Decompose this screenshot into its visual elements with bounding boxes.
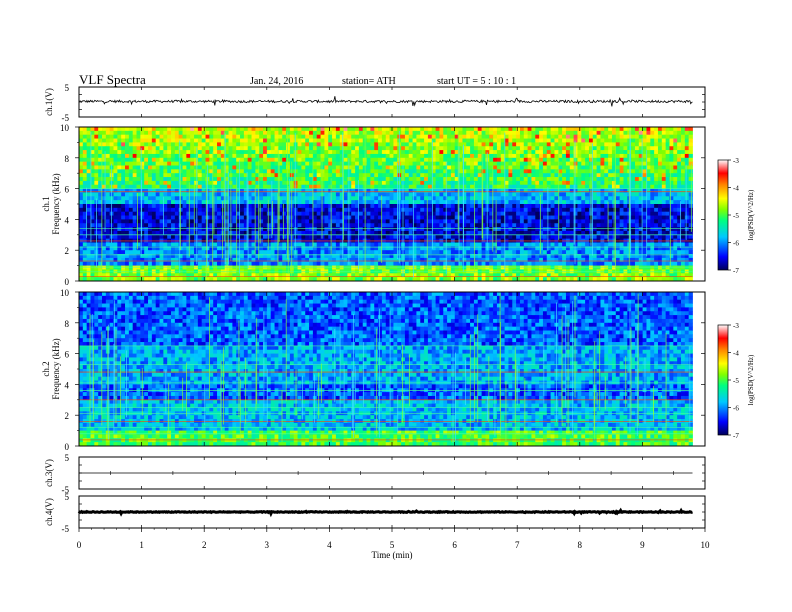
colorbar-tick-label: -4	[733, 185, 739, 193]
colorbar-tick-label: -7	[733, 267, 739, 275]
ytick-label: 8	[65, 319, 70, 329]
ytick-label: 10	[60, 288, 70, 298]
ylabel-channel: ch.2	[41, 361, 51, 376]
ytick-label: 8	[65, 154, 70, 164]
ytick-label: 5	[65, 83, 70, 93]
panel-ch1V: 5 -5 ch.1(V)	[44, 83, 706, 123]
ytick-label: 5	[65, 492, 70, 502]
ytick-label: 6	[65, 185, 70, 195]
signal-trace	[77, 507, 693, 518]
date-label: Jan. 24, 2016	[250, 76, 304, 87]
panel-ch3V: 5 -5 ch.3(V)	[44, 453, 706, 495]
xtick-label: 9	[640, 540, 645, 550]
ytick-label: 6	[65, 350, 70, 360]
ytick-label: 4	[65, 380, 70, 390]
colorbar-tick-label: -6	[733, 240, 739, 248]
ytick-label: -5	[62, 113, 70, 123]
colorbar-tick-label: -3	[733, 322, 739, 330]
spectrogram-image	[79, 292, 693, 447]
ytick-label: 0	[65, 442, 70, 452]
xlabel: Time (min)	[372, 550, 413, 560]
start-ut-label: start UT = 5 : 10 : 1	[437, 76, 517, 87]
xtick-label: 10	[701, 540, 711, 550]
colorbar	[717, 324, 729, 436]
panel-ch4V: 5 -5 ch.4(V)	[44, 492, 706, 534]
colorbar-tick-label: -5	[733, 212, 739, 220]
ytick-label: 5	[65, 453, 70, 463]
ylabel: ch.4(V)	[44, 498, 54, 526]
x-axis: 0 1 2 3 4 5 6 7 8 9 10 Time (min)	[77, 528, 710, 560]
ytick-label: 2	[65, 246, 70, 256]
colorbar-tick-label: -4	[733, 350, 739, 358]
xtick-label: 8	[578, 540, 583, 550]
ylabel-channel: ch.1	[41, 196, 51, 211]
xtick-label: 7	[515, 540, 520, 550]
ylabel: ch.1(V)	[44, 88, 54, 116]
colorbar-label: log(PSD(V^2/Hz)	[747, 189, 755, 240]
xtick-label: 2	[202, 540, 207, 550]
station-label: station= ATH	[342, 76, 396, 87]
ytick-label: 4	[65, 215, 70, 225]
ytick-label: -5	[62, 485, 70, 495]
ytick-label: 10	[60, 123, 70, 133]
signal-trace	[78, 96, 693, 107]
spectrogram-image	[79, 127, 693, 282]
panel-spectrogram-ch1: 0 2 4 6 8 10 ch.1 Frequency (kHz) -3 -4 -5 -6 -7 log(…	[41, 123, 755, 287]
panel-spectrogram-ch2: 0 2 4 6 8 10 ch.2 Frequency (kHz) -3 -4 -5 -6 -7 log(…	[41, 288, 755, 452]
xtick-label: 4	[327, 540, 332, 550]
colorbar-tick-label: -7	[733, 432, 739, 440]
colorbar-tick-label: -3	[733, 157, 739, 165]
ylabel-frequency: Frequency (kHz)	[51, 173, 61, 234]
ytick-label: 0	[65, 277, 70, 287]
ytick-label: 2	[65, 411, 70, 421]
ylabel-frequency: Frequency (kHz)	[51, 338, 61, 399]
colorbar-label: log(PSD(V^2/Hz)	[747, 354, 755, 405]
xtick-label: 0	[77, 540, 82, 550]
xtick-label: 6	[452, 540, 457, 550]
xtick-label: 1	[139, 540, 144, 550]
colorbar	[717, 159, 729, 271]
xtick-label: 3	[265, 540, 270, 550]
ylabel: ch.3(V)	[44, 459, 54, 487]
chart-title: VLF Spectra	[79, 72, 146, 87]
colorbar-tick-label: -5	[733, 377, 739, 385]
ytick-label: -5	[62, 524, 70, 534]
xtick-label: 5	[390, 540, 395, 550]
colorbar-tick-label: -6	[733, 405, 739, 413]
